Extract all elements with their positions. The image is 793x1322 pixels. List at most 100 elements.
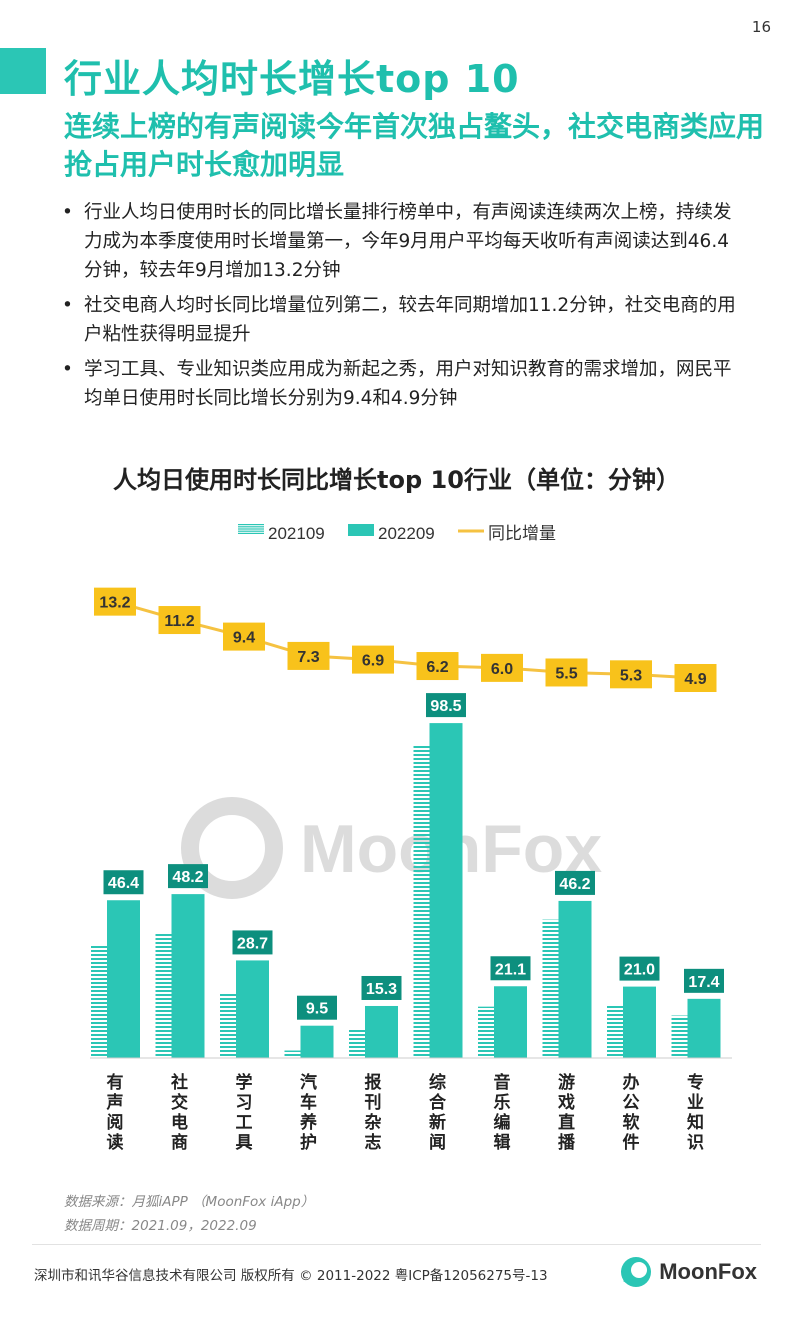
growth-value-label-bg — [481, 653, 523, 682]
page-subtitle: 连续上榜的有声阅读今年首次独占鳌头，社交电商类应用抢占用户时长愈加明显 — [64, 110, 765, 181]
bar-value-label: 21.1 — [495, 961, 526, 978]
moonfox-logo: MoonFox — [619, 1254, 757, 1290]
page-number: 16 — [751, 18, 771, 36]
bar-202209 — [494, 986, 527, 1058]
category-axis: 有声阅读 社交电商 学习工具 汽车养护 报刊杂志 综合新闻 音乐编辑 游戏直播 办公软件 专业知识 — [90, 1057, 732, 1153]
legend-stripe — [238, 526, 264, 528]
growth-value-label-bg — [287, 641, 330, 670]
growth-value-label: 5.5 — [555, 665, 577, 682]
bar-value-label: 98.5 — [430, 698, 461, 715]
bullet-text: 学习工具、专业知识类应用成为新起之秀，用户对知识教育的需求增加，网民平均单日使用… — [84, 359, 732, 409]
category-label: 游戏直播 — [557, 1072, 576, 1153]
growth-value-label-bg — [674, 664, 717, 692]
bar-202209 — [171, 894, 205, 1058]
bar-value-label: 15.3 — [366, 981, 397, 998]
bar-value-label: 21.0 — [624, 962, 655, 979]
bar-value-label: 28.7 — [237, 935, 268, 952]
growth-value-label: 13.2 — [99, 595, 130, 612]
page-title: 行业人均时长增长top 10 — [64, 57, 520, 101]
growth-value-label: 6.2 — [426, 659, 448, 676]
watermark-icon — [181, 797, 283, 899]
bar-value-label-bg — [426, 693, 466, 718]
category-label: 综合新闻 — [429, 1072, 447, 1153]
legend-label-growth: 同比增量 — [488, 524, 556, 544]
title-accent-bar — [0, 48, 46, 94]
bar-value-label-bg — [103, 870, 144, 895]
bar-202209 — [429, 723, 463, 1058]
legend-swatch-202109 — [238, 524, 264, 534]
bar-value-label-bg — [168, 864, 208, 889]
legend-swatch-202209 — [348, 524, 374, 536]
category-label: 有声阅读 — [106, 1072, 124, 1153]
bullet-item: • 行业人均日使用时长的同比增长量排行榜单中，有声阅读连续两次上榜，持续发力成为本… — [62, 198, 742, 285]
footer-copyright: 深圳市和讯华谷信息技术有限公司 版权所有 © 2011-2022 粤ICP备12… — [34, 1268, 548, 1284]
period-line: 数据周期：2021.09，2022.09 — [64, 1218, 257, 1234]
bullet-list: • 行业人均日使用时长的同比增长量排行榜单中，有声阅读连续两次上榜，持续发力成为本… — [62, 198, 742, 419]
bar-202209 — [107, 900, 140, 1058]
bar-value-label: 9.5 — [306, 1001, 328, 1018]
growth-value-label-bg — [416, 652, 459, 681]
growth-value-label-bg — [94, 587, 136, 616]
bar-202209 — [558, 900, 592, 1058]
legend-stripe — [238, 530, 264, 532]
bar-value-label: 46.2 — [559, 876, 590, 893]
logo-text: MoonFox — [659, 1259, 757, 1284]
bullet-item: • 社交电商人均时长同比增量位列第二，较去年同期增加11.2分钟，社交电商的用户粘… — [62, 291, 742, 349]
legend-label-202109: 202109 — [268, 524, 325, 543]
growth-value-label-bg — [158, 606, 201, 635]
legend-stripe — [238, 524, 264, 526]
bar-value-label: 48.2 — [172, 869, 203, 886]
growth-value-label: 4.9 — [684, 671, 706, 688]
legend-stripe — [238, 532, 264, 534]
bar-line-chart: 202109 202209 同比增量 MoonFox 46.4 48.2 28.7 9.5… — [90, 524, 732, 1153]
bullet-dot-icon: • — [62, 295, 73, 316]
growth-line — [114, 600, 696, 680]
growth-value-label: 5.3 — [620, 667, 642, 684]
bar-202209 — [623, 986, 656, 1058]
category-label: 汽车养护 — [299, 1072, 318, 1153]
bullet-text: 行业人均日使用时长的同比增长量排行榜单中，有声阅读连续两次上榜，持续发力成为本季… — [84, 202, 732, 281]
footer-divider — [32, 1244, 761, 1245]
bullet-dot-icon: • — [62, 359, 73, 380]
bar-value-label-bg — [297, 995, 337, 1020]
chart-title: 人均日使用时长同比增长top 10行业（单位：分钟） — [113, 466, 680, 494]
bar-202209 — [236, 960, 269, 1058]
bar-value-label: 17.4 — [688, 974, 719, 991]
growth-value-label: 6.9 — [362, 653, 384, 670]
growth-value-label-bg — [545, 658, 588, 687]
watermark: MoonFox — [181, 797, 602, 899]
legend-stripe — [238, 528, 264, 530]
growth-value-label: 6.0 — [491, 661, 513, 678]
category-label: 社交电商 — [170, 1072, 188, 1153]
growth-value-label: 11.2 — [164, 613, 194, 630]
growth-value-label: 9.4 — [233, 630, 255, 647]
bar-value-label-bg — [232, 930, 273, 955]
growth-value-label-bg — [610, 660, 652, 689]
chart-legend: 202109 202209 同比增量 — [238, 524, 556, 544]
growth-value-label: 7.3 — [297, 649, 319, 666]
bar-value-label: 46.4 — [108, 875, 139, 892]
bars-group: 46.4 48.2 28.7 9.5 15.3 98.5 21.1 46.2 21.0 17.4 — [91, 693, 724, 1058]
bar-202209 — [300, 1025, 334, 1058]
data-source: 数据来源：月狐iAPP （MoonFox iApp） 数据周期：2021.09，… — [64, 1190, 314, 1238]
legend-label-202209: 202209 — [378, 524, 435, 543]
bar-value-label-bg — [684, 968, 724, 993]
growth-value-label-bg — [352, 645, 394, 674]
category-label: 专业知识 — [686, 1072, 704, 1153]
bullet-text: 社交电商人均时长同比增量位列第二，较去年同期增加11.2分钟，社交电商的用户粘性… — [84, 295, 736, 345]
bar-value-label-bg — [361, 975, 402, 1000]
source-line: 数据来源：月狐iAPP （MoonFox iApp） — [64, 1194, 315, 1210]
bullet-dot-icon: • — [62, 202, 73, 223]
category-label: 音乐编辑 — [494, 1072, 511, 1153]
bar-value-label-bg — [490, 956, 531, 981]
bar-202209 — [365, 1005, 398, 1058]
growth-value-label-bg — [223, 622, 265, 651]
bullet-item: • 学习工具、专业知识类应用成为新起之秀，用户对知识教育的需求增加，网民平均单日使… — [62, 355, 742, 413]
category-label: 报刊杂志 — [365, 1072, 382, 1153]
bar-value-label-bg — [619, 956, 660, 981]
category-label: 学习工具 — [235, 1072, 253, 1153]
category-label: 办公软件 — [623, 1072, 640, 1153]
moonfox-logo-icon — [621, 1257, 652, 1287]
bar-value-label-bg — [555, 870, 595, 895]
bar-202209 — [687, 998, 721, 1058]
